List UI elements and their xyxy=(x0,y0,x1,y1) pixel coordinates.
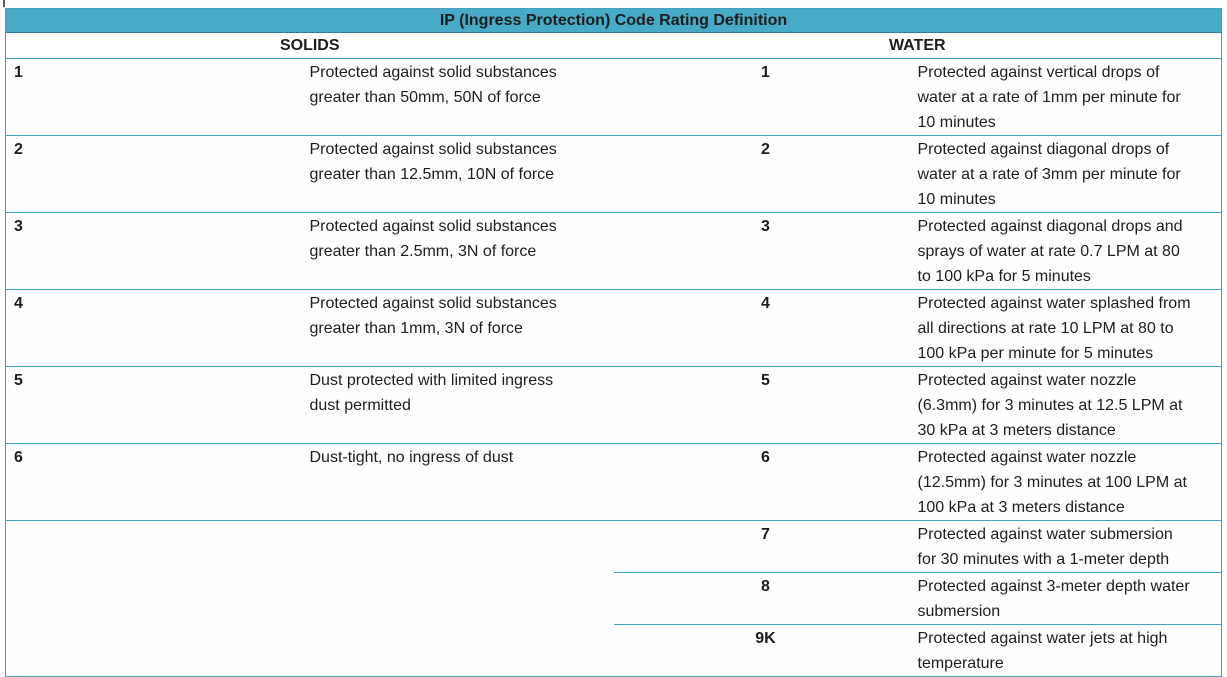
empty-solids-cell xyxy=(6,521,614,677)
solid-desc-cell: Protected against solid substances great… xyxy=(309,135,614,213)
water-desc-cell: Protected against water nozzle (6.3mm) f… xyxy=(917,366,1222,444)
solid-desc-cell: Protected against solid substances great… xyxy=(309,58,614,136)
table-row: 7 Protected against water submersion for… xyxy=(6,520,1222,573)
water-desc-cell: Protected against 3-meter depth water su… xyxy=(917,572,1222,625)
water-desc-cell: Protected against vertical drops of wate… xyxy=(917,58,1222,136)
water-code-cell: 1 xyxy=(613,58,918,136)
water-desc-cell: Protected against diagonal drops of wate… xyxy=(917,135,1222,213)
solid-desc-cell: Dust-tight, no ingress of dust xyxy=(309,443,614,521)
table-header-row: SOLIDS WATER xyxy=(5,32,1222,59)
table-row: 2 Protected against solid substances gre… xyxy=(5,135,1222,213)
solid-code-cell: 5 xyxy=(5,366,310,444)
ip-code-table-container: IP (Ingress Protection) Code Rating Defi… xyxy=(5,8,1222,677)
water-desc-cell: Protected against water splashed from al… xyxy=(917,289,1222,367)
water-code-cell: 9K xyxy=(613,624,918,677)
solid-desc-cell: Protected against solid substances great… xyxy=(309,212,614,290)
solid-code-cell: 4 xyxy=(5,289,310,367)
water-code-cell: 2 xyxy=(613,135,918,213)
water-desc-cell: Protected against diagonal drops and spr… xyxy=(917,212,1222,290)
table-row: 3 Protected against solid substances gre… xyxy=(5,212,1222,290)
solid-code-cell: 1 xyxy=(5,58,310,136)
solid-code-cell: 3 xyxy=(5,212,310,290)
water-code-cell: 4 xyxy=(613,289,918,367)
table-row: 6 Dust-tight, no ingress of dust 6 Prote… xyxy=(5,443,1222,521)
ip-rating-table: IP (Ingress Protection) Code Rating Defi… xyxy=(5,8,1222,677)
page-title: IP (Ingress Protection) Code Rating Defi… xyxy=(5,8,1222,33)
water-code-cell: 7 xyxy=(613,520,918,573)
water-desc-cell: Protected against water jets at high tem… xyxy=(917,624,1222,677)
water-code-cell: 8 xyxy=(613,572,918,625)
solid-desc-cell: Protected against solid substances great… xyxy=(309,289,614,367)
table-row: 1 Protected against solid substances gre… xyxy=(5,58,1222,136)
water-desc-cell: Protected against water nozzle (12.5mm) … xyxy=(917,443,1222,521)
water-code-cell: 5 xyxy=(613,366,918,444)
table-title-row: IP (Ingress Protection) Code Rating Defi… xyxy=(5,8,1222,33)
scan-artifact xyxy=(3,0,5,7)
table-row: 4 Protected against solid substances gre… xyxy=(5,289,1222,367)
solid-code-cell: 2 xyxy=(5,135,310,213)
table-row: 5 Dust protected with limited ingress du… xyxy=(5,366,1222,444)
water-desc-cell: Protected against water submersion for 3… xyxy=(917,520,1222,573)
solid-desc-cell: Dust protected with limited ingress dust… xyxy=(309,366,614,444)
column-header-water: WATER xyxy=(613,32,1222,59)
solid-code-cell: 6 xyxy=(5,443,310,521)
water-code-cell: 6 xyxy=(613,443,918,521)
column-header-solids: SOLIDS xyxy=(5,32,614,59)
water-code-cell: 3 xyxy=(613,212,918,290)
